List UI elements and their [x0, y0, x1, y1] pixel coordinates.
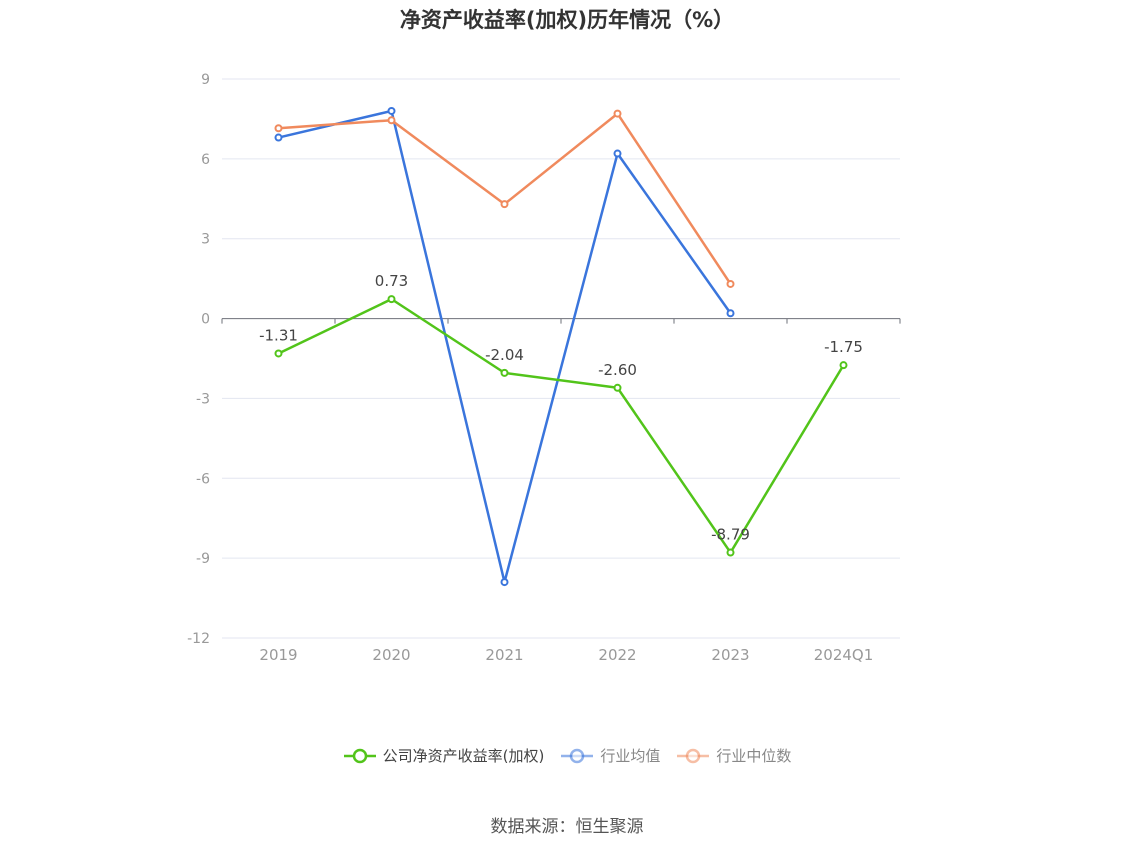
- x-tick-label: 2020: [372, 646, 410, 664]
- data-label: -2.60: [598, 361, 637, 379]
- legend-item[interactable]: 公司净资产收益率(加权): [343, 745, 545, 766]
- legend-item[interactable]: 行业均值: [560, 745, 660, 766]
- series-line: [278, 112, 732, 285]
- legend-marker-icon: [561, 748, 594, 763]
- data-label: 0.73: [375, 272, 408, 290]
- data-label: -2.04: [485, 346, 524, 364]
- x-tick-label: 2023: [711, 646, 749, 664]
- legend-marker-icon: [343, 748, 376, 763]
- y-tick-label: -9: [196, 551, 210, 567]
- data-label: -1.31: [259, 326, 298, 344]
- data-point: [500, 578, 509, 587]
- y-tick-label: 0: [201, 312, 210, 328]
- legend: 公司净资产收益率(加权) 行业均值 行业中位数: [0, 745, 1134, 766]
- y-tick-label: -6: [196, 471, 210, 487]
- data-point: [613, 109, 622, 118]
- x-tick-label: 2021: [485, 646, 523, 664]
- legend-label: 行业中位数: [716, 747, 792, 765]
- legend-label: 行业均值: [600, 747, 661, 765]
- grid-layer: [222, 78, 900, 639]
- legend-marker-icon: [677, 748, 710, 763]
- source-note: 数据来源：恒生聚源: [490, 817, 644, 837]
- data-point: [274, 349, 283, 358]
- legend-item[interactable]: 行业中位数: [676, 745, 791, 766]
- data-point: [387, 116, 396, 125]
- data-point: [839, 361, 848, 370]
- data-point: [613, 149, 622, 158]
- data-point: [387, 106, 396, 115]
- series-line: [277, 297, 845, 554]
- data-point: [274, 133, 283, 142]
- y-tick-label: -3: [196, 391, 210, 407]
- x-tick-label: 2019: [259, 646, 297, 664]
- data-point: [500, 200, 509, 209]
- data-point: [387, 295, 396, 304]
- y-tick-label: 9: [201, 72, 210, 88]
- legend-label: 公司净资产收益率(加权): [382, 747, 545, 765]
- data-point: [500, 368, 509, 377]
- x-tick-label: 2024Q1: [814, 646, 874, 664]
- y-tick-label: 6: [201, 152, 210, 168]
- y-tick-label: 3: [201, 232, 210, 248]
- data-point: [726, 279, 735, 288]
- series-layer: [274, 106, 848, 587]
- data-point: [726, 309, 735, 318]
- data-point: [613, 383, 622, 392]
- axis-layer: 9 6 3 0 -3 -6 -9 -12 2019 2020 2021 2022 2023 2024Q1: [187, 72, 901, 664]
- x-tick-label: 2022: [598, 646, 636, 664]
- y-tick-label: -12: [187, 631, 210, 647]
- data-label: -8.79: [711, 526, 750, 544]
- data-label: -1.75: [824, 338, 863, 356]
- data-point: [726, 548, 735, 557]
- label-layer: -1.31 0.73 -2.04 -2.60 -8.79 -1.75: [259, 272, 863, 543]
- chart-title: 净资产收益率(加权)历年情况（%）: [399, 8, 735, 32]
- data-point: [274, 124, 283, 133]
